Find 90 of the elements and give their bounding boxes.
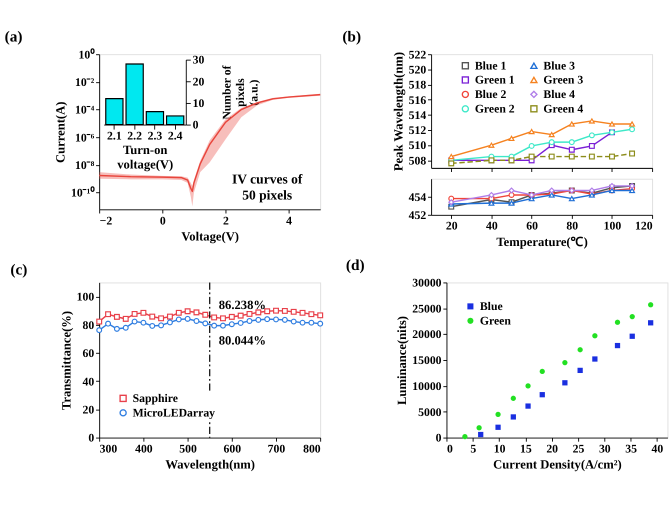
y-tick-label: 520 xyxy=(408,63,426,76)
y-tick-label: 0 xyxy=(88,432,94,445)
y-tick-label: 100 xyxy=(76,290,94,304)
y-tick-label: 15000 xyxy=(412,354,442,368)
x-tick-label: 60 xyxy=(526,220,538,233)
y-tick-label: 516 xyxy=(408,94,426,107)
y-tick-label: 522 xyxy=(408,48,426,62)
y-tick-label: 508 xyxy=(408,154,426,168)
y-axis-title: Current(A) xyxy=(54,102,68,163)
y-tick-label: 60 xyxy=(82,347,94,360)
y-tick-label: 0 xyxy=(436,432,442,445)
x-tick-label: 100 xyxy=(604,220,622,233)
x-tick-label: 500 xyxy=(179,442,197,456)
y-tick-label: 30000 xyxy=(412,276,442,290)
chart-title: (a) xyxy=(4,28,22,46)
x-tick-label: 20 xyxy=(546,442,558,456)
y-axis-title: Luminance(nits) xyxy=(394,316,409,405)
x-tick-label: 25 xyxy=(572,442,584,456)
legend-label: Green xyxy=(480,314,512,328)
y-tick-label: 10⁰ xyxy=(78,47,96,62)
y-tick-label: 20 xyxy=(192,75,204,88)
y-tick-label: 514 xyxy=(408,108,426,122)
legend-label: MicroLEDarray xyxy=(132,406,216,420)
x-tick-label: 20 xyxy=(446,220,458,233)
y-tick-label: 30 xyxy=(192,54,204,67)
x-tick-label: 2.1 xyxy=(107,130,122,143)
x-axis-title: Temperature(℃) xyxy=(496,234,588,249)
x-tick-label: 40 xyxy=(486,220,498,233)
y-tick-label: 5000 xyxy=(418,406,442,419)
x-tick-label: 120 xyxy=(635,220,653,233)
x-tick-label: 600 xyxy=(223,442,242,456)
x-tick-label: 2 xyxy=(223,214,230,228)
legend-label: Blue 4 xyxy=(543,88,576,102)
legend-label: Green 2 xyxy=(474,102,515,116)
x-axis-title: Turn-on voltage(V) xyxy=(117,142,174,172)
x-tick-label: 10 xyxy=(494,442,506,456)
chart-title: (d) xyxy=(346,256,365,274)
legend-label: Blue 3 xyxy=(543,59,576,72)
x-tick-label: 2.2 xyxy=(127,130,142,143)
y-tick-label: 10000 xyxy=(412,380,442,393)
x-tick-label: 2.3 xyxy=(148,130,162,143)
chart-title: (c) xyxy=(10,262,28,279)
y-tick-label: 10⁻⁶ xyxy=(75,131,95,144)
x-tick-label: 35 xyxy=(625,442,638,456)
legend-label: Blue 1 xyxy=(474,59,507,72)
legend-label: Sapphire xyxy=(132,392,178,405)
annotation: 86.238% xyxy=(218,298,266,312)
annotation: IV curves of 50 pixels xyxy=(232,171,303,202)
y-tick-label: 10⁻¹⁰ xyxy=(71,186,96,200)
y-tick-label: 10⁻² xyxy=(75,76,95,89)
legend-label: Green 1 xyxy=(474,74,515,87)
y-tick-label: 518 xyxy=(408,78,426,92)
x-tick-label: −2 xyxy=(100,214,112,228)
x-tick-label: 300 xyxy=(100,442,118,456)
y-tick-label: 0 xyxy=(192,118,199,132)
y-tick-label: 454 xyxy=(408,190,426,204)
y-tick-label: 25000 xyxy=(412,302,442,316)
legend-label: Blue 2 xyxy=(474,88,507,102)
x-tick-label: 80 xyxy=(566,220,578,233)
y-tick-label: 20 xyxy=(82,403,94,416)
x-axis-title: Voltage(V) xyxy=(181,230,240,244)
legend-label: Blue xyxy=(480,300,503,313)
x-tick-label: 0 xyxy=(160,214,166,228)
x-tick-label: 15 xyxy=(520,442,532,456)
y-tick-label: 452 xyxy=(408,208,426,222)
y-tick-label: 10⁻⁸ xyxy=(75,158,95,172)
legend-label: Green 3 xyxy=(543,74,584,87)
y-tick-label: 20000 xyxy=(412,328,442,342)
y-axis-title: Peak Wavelength(nm) xyxy=(391,52,406,172)
y-tick-label: 512 xyxy=(408,124,426,138)
y-tick-label: 80 xyxy=(82,318,94,332)
x-tick-label: 400 xyxy=(135,442,153,456)
x-tick-label: 30 xyxy=(598,442,611,456)
x-tick-label: 40 xyxy=(652,442,664,456)
y-tick-label: 510 xyxy=(408,139,426,152)
x-tick-label: 700 xyxy=(268,442,286,456)
x-tick-label: 5 xyxy=(470,442,476,456)
chart-title: (b) xyxy=(342,28,362,46)
y-tick-label: 40 xyxy=(82,375,94,388)
y-tick-label: 10 xyxy=(192,97,204,110)
x-tick-label: 0 xyxy=(446,442,453,456)
y-tick-label: 10⁻⁴ xyxy=(75,104,95,117)
x-tick-label: 800 xyxy=(303,442,321,456)
annotation: 80.044% xyxy=(218,334,266,348)
x-axis-title: Current Density(A/cm²) xyxy=(493,458,622,472)
x-axis-title: Wavelength(nm) xyxy=(165,458,256,472)
legend-label: Green 4 xyxy=(543,102,584,116)
y-axis-title: Transmittance(%) xyxy=(59,310,74,410)
x-tick-label: 4 xyxy=(286,214,292,228)
x-tick-label: 2.4 xyxy=(168,130,183,143)
